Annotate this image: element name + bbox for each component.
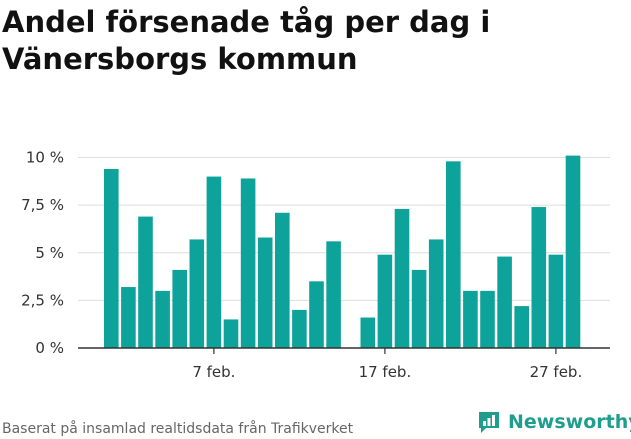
gridlines: [78, 157, 610, 301]
bars: [104, 155, 581, 348]
x-tick-label: 27 feb.: [530, 363, 583, 381]
bar: [377, 254, 393, 348]
bar: [240, 178, 256, 348]
source-note: Baserat på insamlad realtidsdata från Tr…: [2, 421, 354, 437]
bar: [497, 256, 512, 348]
bar: [104, 168, 119, 348]
bar: [428, 239, 444, 348]
bar: [121, 287, 136, 348]
chart-title: Andel försenade tåg per dag i Vänersborg…: [2, 5, 491, 76]
y-tick-label: 7,5 %: [21, 196, 64, 214]
bar: [275, 212, 290, 348]
bar: [446, 161, 461, 348]
bar: [360, 317, 376, 348]
brand-name: Newsworthy: [508, 411, 631, 433]
bar: [463, 290, 478, 348]
bar: [155, 290, 170, 348]
bar: [172, 269, 187, 348]
x-tick-label: 7 feb.: [192, 363, 235, 381]
bar: [138, 216, 153, 348]
newsworthy-chart-icon: [479, 412, 499, 433]
bar: [326, 241, 341, 348]
bar: [257, 237, 273, 348]
y-tick-label: 2,5 %: [21, 291, 64, 309]
brand-logo: Newsworthy: [476, 409, 631, 435]
bar: [206, 176, 222, 348]
bar: [548, 254, 564, 348]
x-tick-label: 17 feb.: [359, 363, 412, 381]
bar: [292, 309, 307, 348]
bar: [223, 319, 239, 348]
y-tick-label: 10 %: [26, 149, 64, 167]
bar: [514, 306, 529, 348]
y-tick-label: 0 %: [35, 339, 64, 357]
y-axis-ticks: 0 % 2,5 % 5 % 7,5 % 10 %: [21, 149, 64, 357]
bar: [411, 269, 427, 348]
bar: [531, 207, 547, 348]
x-axis-ticks: 7 feb. 17 feb. 27 feb.: [192, 348, 582, 381]
bar: [480, 290, 495, 348]
bar: [565, 155, 581, 348]
bar: [309, 281, 324, 348]
bar: [189, 239, 205, 348]
bar: [394, 208, 410, 348]
y-tick-label: 5 %: [35, 244, 64, 262]
